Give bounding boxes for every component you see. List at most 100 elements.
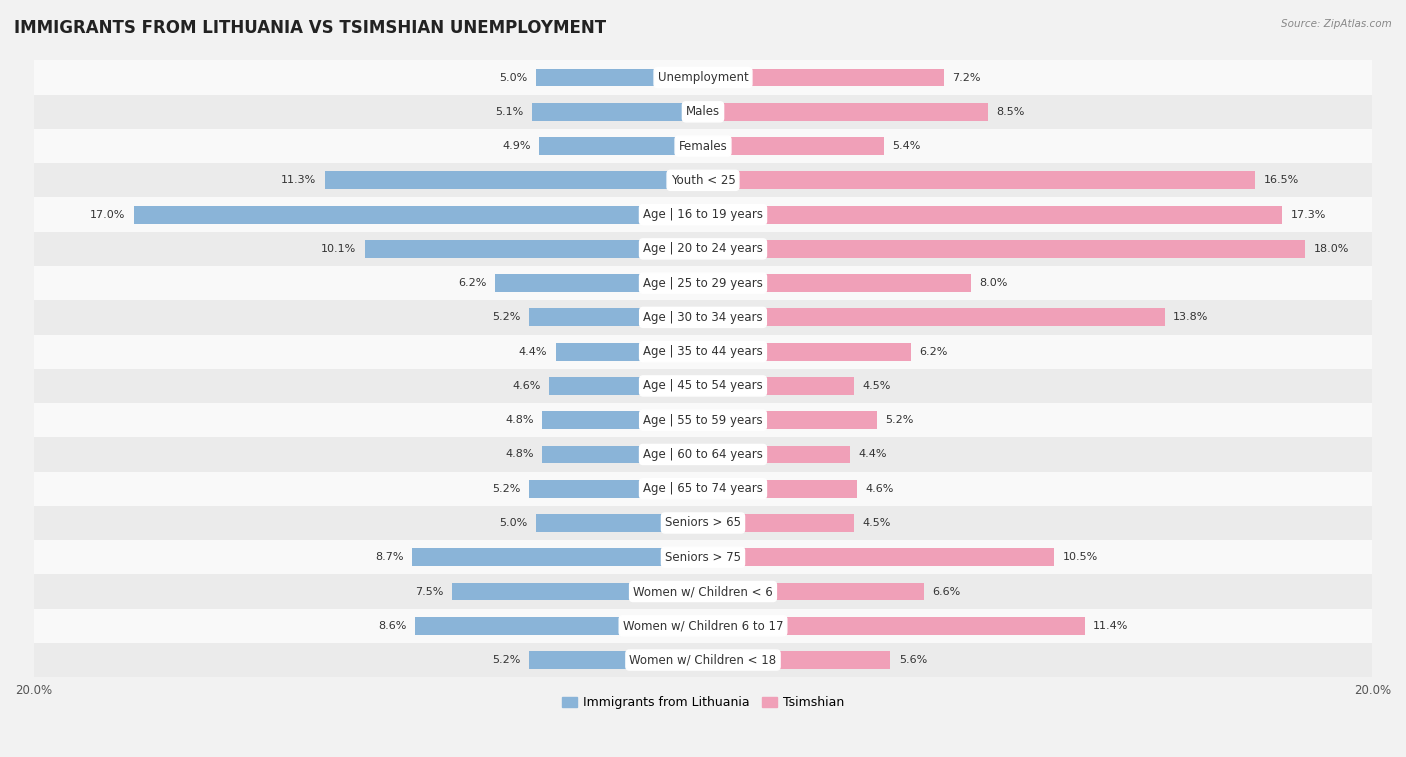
Bar — [34, 540, 1372, 575]
Bar — [543, 411, 703, 429]
Text: 4.5%: 4.5% — [862, 518, 890, 528]
Bar — [703, 411, 877, 429]
Text: 5.2%: 5.2% — [886, 415, 914, 425]
Text: 4.4%: 4.4% — [519, 347, 547, 357]
Bar — [34, 301, 1372, 335]
Text: Youth < 25: Youth < 25 — [671, 174, 735, 187]
Text: Source: ZipAtlas.com: Source: ZipAtlas.com — [1281, 19, 1392, 29]
Text: 5.0%: 5.0% — [499, 73, 527, 83]
Bar — [703, 206, 1282, 223]
Bar — [34, 61, 1372, 95]
Bar — [412, 548, 703, 566]
Text: 4.8%: 4.8% — [506, 415, 534, 425]
Text: Women w/ Children 6 to 17: Women w/ Children 6 to 17 — [623, 619, 783, 632]
Text: 8.5%: 8.5% — [995, 107, 1024, 117]
Text: 18.0%: 18.0% — [1313, 244, 1350, 254]
Bar — [34, 506, 1372, 540]
Bar — [34, 232, 1372, 266]
Text: 6.6%: 6.6% — [932, 587, 960, 597]
Bar — [34, 472, 1372, 506]
Bar — [34, 369, 1372, 403]
Text: 11.3%: 11.3% — [281, 176, 316, 185]
Bar — [366, 240, 703, 258]
Bar — [543, 446, 703, 463]
Text: 10.1%: 10.1% — [322, 244, 357, 254]
Text: Males: Males — [686, 105, 720, 118]
Text: 6.2%: 6.2% — [920, 347, 948, 357]
Text: Unemployment: Unemployment — [658, 71, 748, 84]
Text: 5.6%: 5.6% — [898, 655, 927, 665]
Bar — [703, 137, 884, 155]
Text: Women w/ Children < 18: Women w/ Children < 18 — [630, 653, 776, 666]
Text: 4.6%: 4.6% — [865, 484, 894, 494]
Bar — [34, 266, 1372, 301]
Bar — [703, 377, 853, 395]
Text: 5.4%: 5.4% — [893, 141, 921, 151]
Bar — [34, 198, 1372, 232]
Text: 13.8%: 13.8% — [1173, 313, 1209, 322]
Text: Age | 25 to 29 years: Age | 25 to 29 years — [643, 276, 763, 290]
Bar — [703, 548, 1054, 566]
Text: 5.2%: 5.2% — [492, 313, 520, 322]
Bar — [703, 240, 1306, 258]
Text: Age | 55 to 59 years: Age | 55 to 59 years — [643, 413, 763, 427]
Text: 17.3%: 17.3% — [1291, 210, 1326, 220]
Bar — [533, 103, 703, 120]
Bar — [703, 583, 924, 600]
Bar — [34, 164, 1372, 198]
Text: Females: Females — [679, 139, 727, 153]
Text: 4.9%: 4.9% — [502, 141, 530, 151]
Text: 5.2%: 5.2% — [492, 484, 520, 494]
Bar — [529, 651, 703, 669]
Text: 7.2%: 7.2% — [952, 73, 981, 83]
Bar — [134, 206, 703, 223]
Bar — [34, 575, 1372, 609]
Bar — [703, 480, 858, 497]
Text: Age | 65 to 74 years: Age | 65 to 74 years — [643, 482, 763, 495]
Bar — [703, 617, 1084, 634]
Bar — [34, 643, 1372, 678]
Bar — [703, 103, 987, 120]
Bar — [703, 514, 853, 532]
Text: 10.5%: 10.5% — [1063, 553, 1098, 562]
Bar — [34, 129, 1372, 164]
Bar — [529, 480, 703, 497]
Bar — [703, 274, 970, 292]
Text: 8.6%: 8.6% — [378, 621, 406, 631]
Bar — [703, 171, 1256, 189]
Text: 4.8%: 4.8% — [506, 450, 534, 459]
Text: Age | 20 to 24 years: Age | 20 to 24 years — [643, 242, 763, 255]
Bar — [34, 438, 1372, 472]
Text: Age | 30 to 34 years: Age | 30 to 34 years — [643, 311, 763, 324]
Text: 8.7%: 8.7% — [375, 553, 404, 562]
Text: Age | 45 to 54 years: Age | 45 to 54 years — [643, 379, 763, 392]
Bar — [415, 617, 703, 634]
Text: Age | 16 to 19 years: Age | 16 to 19 years — [643, 208, 763, 221]
Bar — [703, 651, 890, 669]
Bar — [529, 309, 703, 326]
Bar — [703, 446, 851, 463]
Bar — [34, 95, 1372, 129]
Bar — [536, 514, 703, 532]
Text: 6.2%: 6.2% — [458, 278, 486, 288]
Bar — [536, 69, 703, 86]
Bar — [548, 377, 703, 395]
Text: 4.4%: 4.4% — [859, 450, 887, 459]
Text: 16.5%: 16.5% — [1264, 176, 1299, 185]
Bar — [325, 171, 703, 189]
Text: 8.0%: 8.0% — [979, 278, 1008, 288]
Text: Seniors > 65: Seniors > 65 — [665, 516, 741, 529]
Text: Age | 35 to 44 years: Age | 35 to 44 years — [643, 345, 763, 358]
Text: 5.0%: 5.0% — [499, 518, 527, 528]
Bar — [34, 403, 1372, 438]
Bar — [555, 343, 703, 360]
Text: 7.5%: 7.5% — [415, 587, 443, 597]
Legend: Immigrants from Lithuania, Tsimshian: Immigrants from Lithuania, Tsimshian — [557, 691, 849, 714]
Text: 4.6%: 4.6% — [512, 381, 541, 391]
Text: IMMIGRANTS FROM LITHUANIA VS TSIMSHIAN UNEMPLOYMENT: IMMIGRANTS FROM LITHUANIA VS TSIMSHIAN U… — [14, 19, 606, 37]
Bar — [451, 583, 703, 600]
Text: Seniors > 75: Seniors > 75 — [665, 551, 741, 564]
Bar — [34, 335, 1372, 369]
Text: 11.4%: 11.4% — [1092, 621, 1129, 631]
Text: 4.5%: 4.5% — [862, 381, 890, 391]
